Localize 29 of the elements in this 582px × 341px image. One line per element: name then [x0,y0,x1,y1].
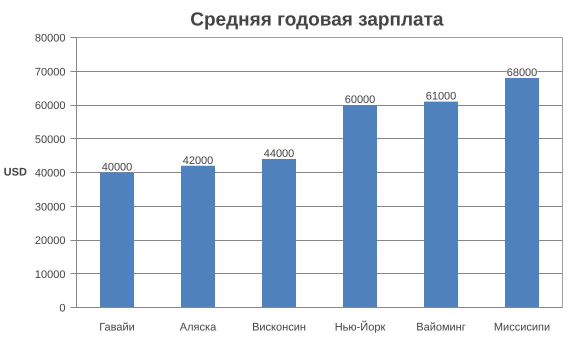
y-tick-label: 50000 [34,134,66,146]
y-tick-label: 80000 [34,32,66,44]
x-tick-label: Висконсин [252,322,306,334]
bar [504,78,540,308]
data-label: 40000 [102,162,132,174]
data-label: 60000 [344,94,376,106]
x-tick-label: Гавайи [99,322,135,334]
bar [180,166,216,308]
y-tick-label: 70000 [34,66,66,78]
data-label: 61000 [426,90,456,103]
bar [342,105,378,308]
bar [100,172,134,308]
data-label: 68000 [506,67,538,79]
y-tick-label: 30000 [34,201,66,214]
y-tick-label: 10000 [34,268,66,281]
data-label: 42000 [182,154,214,167]
bar [262,159,296,308]
y-tick-label: 20000 [34,235,66,247]
chart-title: Средняя годовая зарплата [190,10,444,30]
x-tick-label: Миссисипи [494,322,550,334]
x-tick-label: Аляска [180,322,218,334]
x-tick-label: Вайоминг [416,322,466,334]
y-tick-label: 60000 [34,100,66,112]
data-label: 44000 [264,148,294,160]
y-tick-label: 0 [59,302,66,314]
y-axis-title: USD [4,166,27,178]
y-tick-label: 40000 [34,168,66,180]
x-tick-label: Нью-Йорк [334,320,386,334]
bar [424,102,458,308]
